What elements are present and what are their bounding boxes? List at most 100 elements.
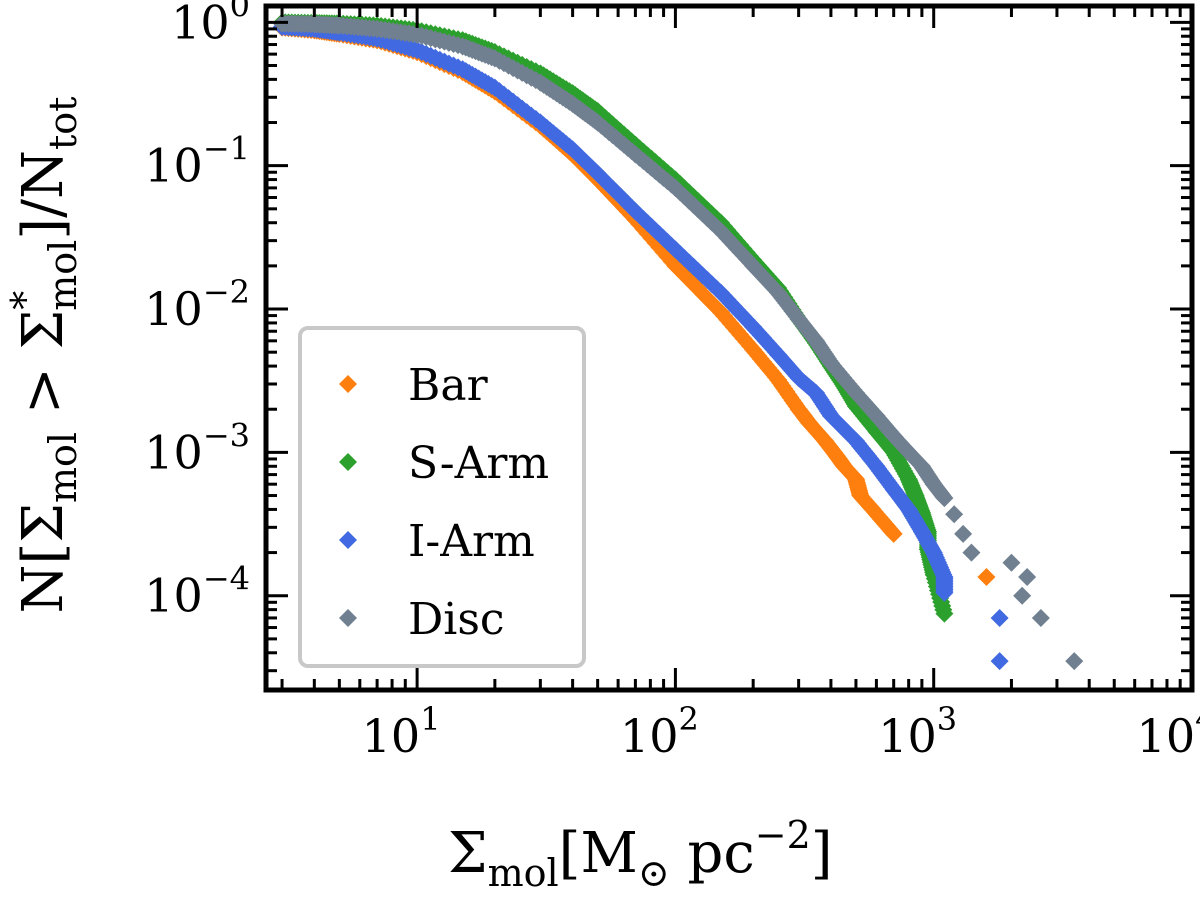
data-point-i-arm (935, 583, 954, 602)
data-point-bar (827, 446, 846, 465)
legend-label-i-arm: I-Arm (408, 516, 535, 567)
series-i-arm (273, 17, 1009, 671)
y-tick-base: 10 (144, 139, 203, 193)
data-point-disc (531, 73, 550, 92)
data-point-i-arm (408, 41, 427, 60)
x-tick-label: 103 (878, 700, 957, 763)
data-point-disc (408, 25, 427, 44)
legend-items: Bar S-Arm I-Arm Disc (339, 360, 549, 645)
data-point-disc (305, 15, 324, 34)
y-label-close: ] (11, 218, 76, 240)
series-disc (273, 14, 1084, 671)
x-label-sub: mol (488, 851, 559, 895)
data-point-bar (835, 457, 854, 476)
data-point-i-arm (531, 113, 550, 132)
data-point-disc (789, 310, 808, 329)
data-point-disc (453, 37, 472, 56)
legend-box (298, 326, 586, 668)
data-point-disc (563, 94, 582, 113)
data-point-i-arm (588, 164, 607, 183)
data-point-i-arm (666, 240, 685, 259)
data-point-i-arm (626, 202, 645, 221)
data-point-s-arm (935, 604, 954, 623)
y-tick-exp: −3 (203, 416, 250, 454)
x-tick-base: 10 (878, 709, 937, 763)
data-point-i-arm (924, 543, 943, 562)
y-tick-label: 10−4 (144, 560, 250, 623)
data-point-i-arm (711, 283, 730, 302)
legend: Bar S-Arm I-Arm Disc (298, 326, 586, 668)
x-tick-label: 101 (362, 700, 441, 763)
y-label-sigma: Σ (11, 503, 76, 543)
data-point-disc (769, 283, 788, 302)
data-point-i-arm (990, 608, 1009, 627)
y-tick-base: 10 (144, 282, 203, 336)
x-label-sun: ⊙ (638, 851, 670, 895)
data-point-i-arm (563, 140, 582, 159)
y-label-ntot-sub: tot (41, 97, 85, 150)
y-label-sigma2: Σ (11, 310, 76, 350)
data-point-bar (789, 400, 808, 419)
y-label-sub2: mol (41, 240, 85, 311)
data-point-bar (846, 470, 865, 489)
x-label-unit: M (581, 821, 638, 886)
y-tick-label: 10−3 (144, 416, 250, 479)
x-tick-exp: 3 (937, 700, 957, 738)
legend-label-bar: Bar (408, 360, 489, 411)
data-point-disc (1031, 608, 1050, 627)
data-point-bar (977, 568, 996, 587)
y-tick-base: 10 (144, 425, 203, 479)
data-point-disc (711, 222, 730, 241)
y-tick-label: 10−2 (144, 273, 250, 336)
x-tick-base: 10 (620, 709, 679, 763)
x-label-exp: −2 (755, 813, 811, 857)
data-point-i-arm (806, 383, 825, 402)
legend-marker-disc (339, 609, 357, 627)
legend-marker-s-arm (339, 453, 357, 471)
x-tick-exp: 1 (420, 700, 440, 738)
data-point-disc (1065, 652, 1084, 671)
y-label-n: N (11, 564, 76, 613)
data-point-disc (330, 16, 349, 35)
data-point-i-arm (846, 432, 865, 451)
data-point-disc (884, 427, 903, 446)
data-point-bar (851, 486, 870, 505)
x-tick-label: 104 (1137, 700, 1200, 763)
y-label-gt: > (11, 349, 76, 432)
x-label-close: ] (811, 821, 833, 886)
x-tick-exp: 2 (679, 700, 699, 738)
data-point-i-arm (821, 406, 840, 425)
data-point-bar (800, 414, 819, 433)
y-label-open: [ (11, 543, 76, 565)
y-tick-base: 10 (171, 0, 230, 49)
data-point-disc (867, 406, 886, 425)
data-point-disc (899, 443, 918, 462)
data-point-i-arm (912, 522, 931, 541)
data-point-bar (816, 432, 835, 451)
data-point-disc (945, 505, 964, 524)
x-label-sigma: Σ (448, 821, 488, 886)
data-point-s-arm (906, 486, 925, 505)
data-point-disc (485, 49, 504, 68)
y-tick-exp: −1 (203, 130, 250, 168)
data-point-bar (744, 340, 763, 359)
y-tick-label: 100 (171, 0, 250, 49)
points-layer (273, 13, 1084, 671)
tick-labels: 10110210310410010−110−210−310−4 (144, 0, 1200, 763)
y-tick-exp: −4 (203, 560, 250, 598)
data-point-disc (626, 145, 645, 164)
data-point-disc (912, 457, 931, 476)
data-point-bar (769, 370, 788, 389)
data-point-i-arm (769, 345, 788, 364)
data-point-disc (846, 383, 865, 402)
data-point-i-arm (744, 317, 763, 336)
data-point-i-arm (867, 457, 886, 476)
data-point-disc (368, 19, 387, 38)
data-point-bar (884, 524, 903, 543)
x-tick-base: 10 (1137, 709, 1196, 763)
data-point-i-arm (935, 568, 954, 587)
data-point-disc (924, 475, 943, 494)
data-point-disc (666, 178, 685, 197)
data-point-bar (711, 303, 730, 322)
